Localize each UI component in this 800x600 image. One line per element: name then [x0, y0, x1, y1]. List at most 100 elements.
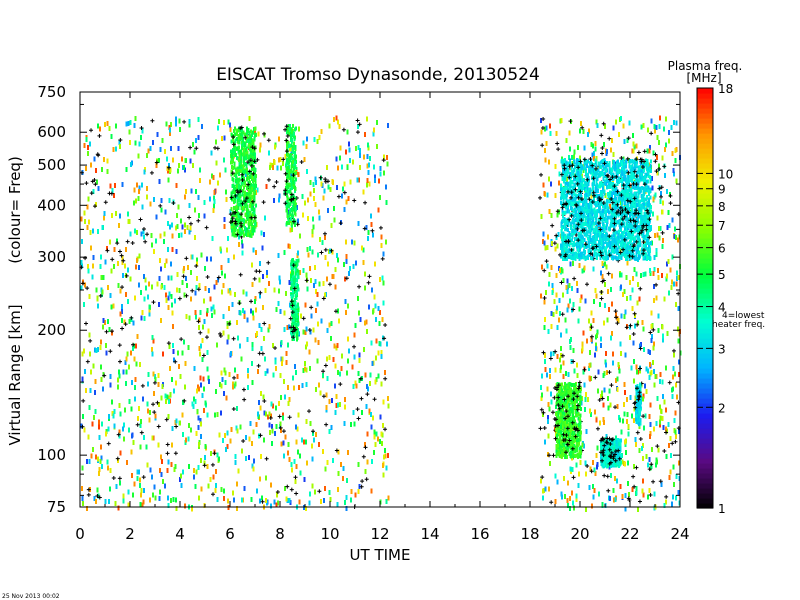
cluster-point [575, 229, 578, 234]
cluster-point [247, 195, 250, 200]
echo-point [312, 216, 315, 222]
echo-point [94, 378, 97, 384]
echo-point [566, 176, 569, 182]
echo-point [550, 213, 553, 219]
echo-point [642, 123, 645, 129]
cluster-marker [240, 201, 245, 206]
cluster-marker [252, 215, 257, 220]
echo-point [290, 149, 293, 155]
cluster-point [230, 152, 233, 157]
echo-point [588, 484, 591, 490]
echo-point [178, 363, 181, 369]
echo-marker [571, 475, 576, 480]
echo-point [300, 313, 303, 319]
echo-point [223, 217, 226, 223]
echo-point [589, 350, 592, 356]
cluster-point [294, 303, 297, 308]
echo-point [541, 495, 544, 501]
echo-marker [381, 158, 386, 163]
echo-point [266, 414, 269, 420]
cluster-point [598, 202, 601, 207]
echo-point [209, 256, 212, 262]
echo-marker [89, 191, 94, 196]
echo-point [138, 185, 141, 191]
echo-point [119, 144, 122, 150]
echo-point [300, 437, 303, 443]
echo-point [261, 495, 264, 501]
echo-marker [670, 441, 675, 446]
echo-point [113, 409, 116, 415]
echo-point [328, 429, 331, 435]
echo-point [254, 296, 257, 302]
cluster-point [560, 159, 563, 164]
cluster-point [637, 244, 640, 249]
cluster-point [564, 189, 567, 194]
cluster-point [561, 243, 564, 248]
echo-point [590, 336, 593, 342]
echo-marker [541, 350, 546, 355]
echo-marker [106, 441, 111, 446]
cluster-point [612, 172, 615, 177]
echo-point [325, 356, 328, 362]
echo-marker [188, 221, 193, 226]
echo-point [375, 119, 378, 125]
cluster-point [230, 160, 233, 165]
echo-marker [256, 363, 261, 368]
echo-point [645, 366, 648, 372]
echo-point [596, 333, 599, 339]
echo-point [140, 231, 143, 237]
echo-point [148, 311, 151, 317]
echo-point [84, 218, 87, 224]
echo-point [227, 119, 230, 125]
echo-marker [231, 336, 236, 341]
cluster-point [237, 145, 240, 150]
echo-point [150, 232, 153, 238]
echo-point [176, 168, 179, 174]
echo-point [308, 349, 311, 355]
cluster-point [291, 186, 294, 191]
cluster-point [254, 132, 257, 137]
cluster-point [612, 177, 615, 182]
cluster-point [623, 227, 626, 232]
echo-point [124, 380, 127, 386]
echo-point [95, 499, 98, 505]
cluster-point [576, 247, 579, 252]
echo-point [106, 168, 109, 174]
echo-point [333, 205, 336, 211]
echo-point [290, 173, 293, 179]
echo-point [212, 208, 215, 214]
echo-marker [264, 456, 269, 461]
echo-point [591, 459, 594, 465]
cluster-point [289, 123, 292, 128]
cluster-marker [291, 335, 296, 340]
echo-marker [364, 477, 369, 482]
cluster-point [600, 249, 603, 254]
cluster-point [244, 212, 247, 217]
cluster-point [294, 127, 297, 132]
cluster-point [290, 259, 293, 264]
echo-point [259, 498, 262, 504]
echo-marker [154, 160, 159, 165]
cluster-point [634, 166, 637, 171]
echo-point [283, 249, 286, 255]
echo-point [132, 440, 135, 446]
echo-point [650, 370, 653, 376]
cluster-point [292, 170, 295, 175]
echo-point [380, 381, 383, 387]
echo-point [142, 274, 145, 280]
cluster-point [635, 195, 638, 200]
cluster-point [590, 201, 593, 206]
echo-point [313, 437, 316, 443]
echo-point [603, 387, 606, 393]
echo-point [295, 463, 298, 469]
echo-point [310, 278, 313, 284]
echo-point [584, 298, 587, 304]
echo-point [252, 429, 255, 435]
echo-point [207, 483, 210, 489]
echo-point [334, 266, 337, 272]
echo-point [570, 307, 573, 313]
echo-point [611, 273, 614, 279]
echo-point [304, 361, 307, 367]
echo-point [280, 339, 283, 345]
echo-point [204, 444, 207, 450]
